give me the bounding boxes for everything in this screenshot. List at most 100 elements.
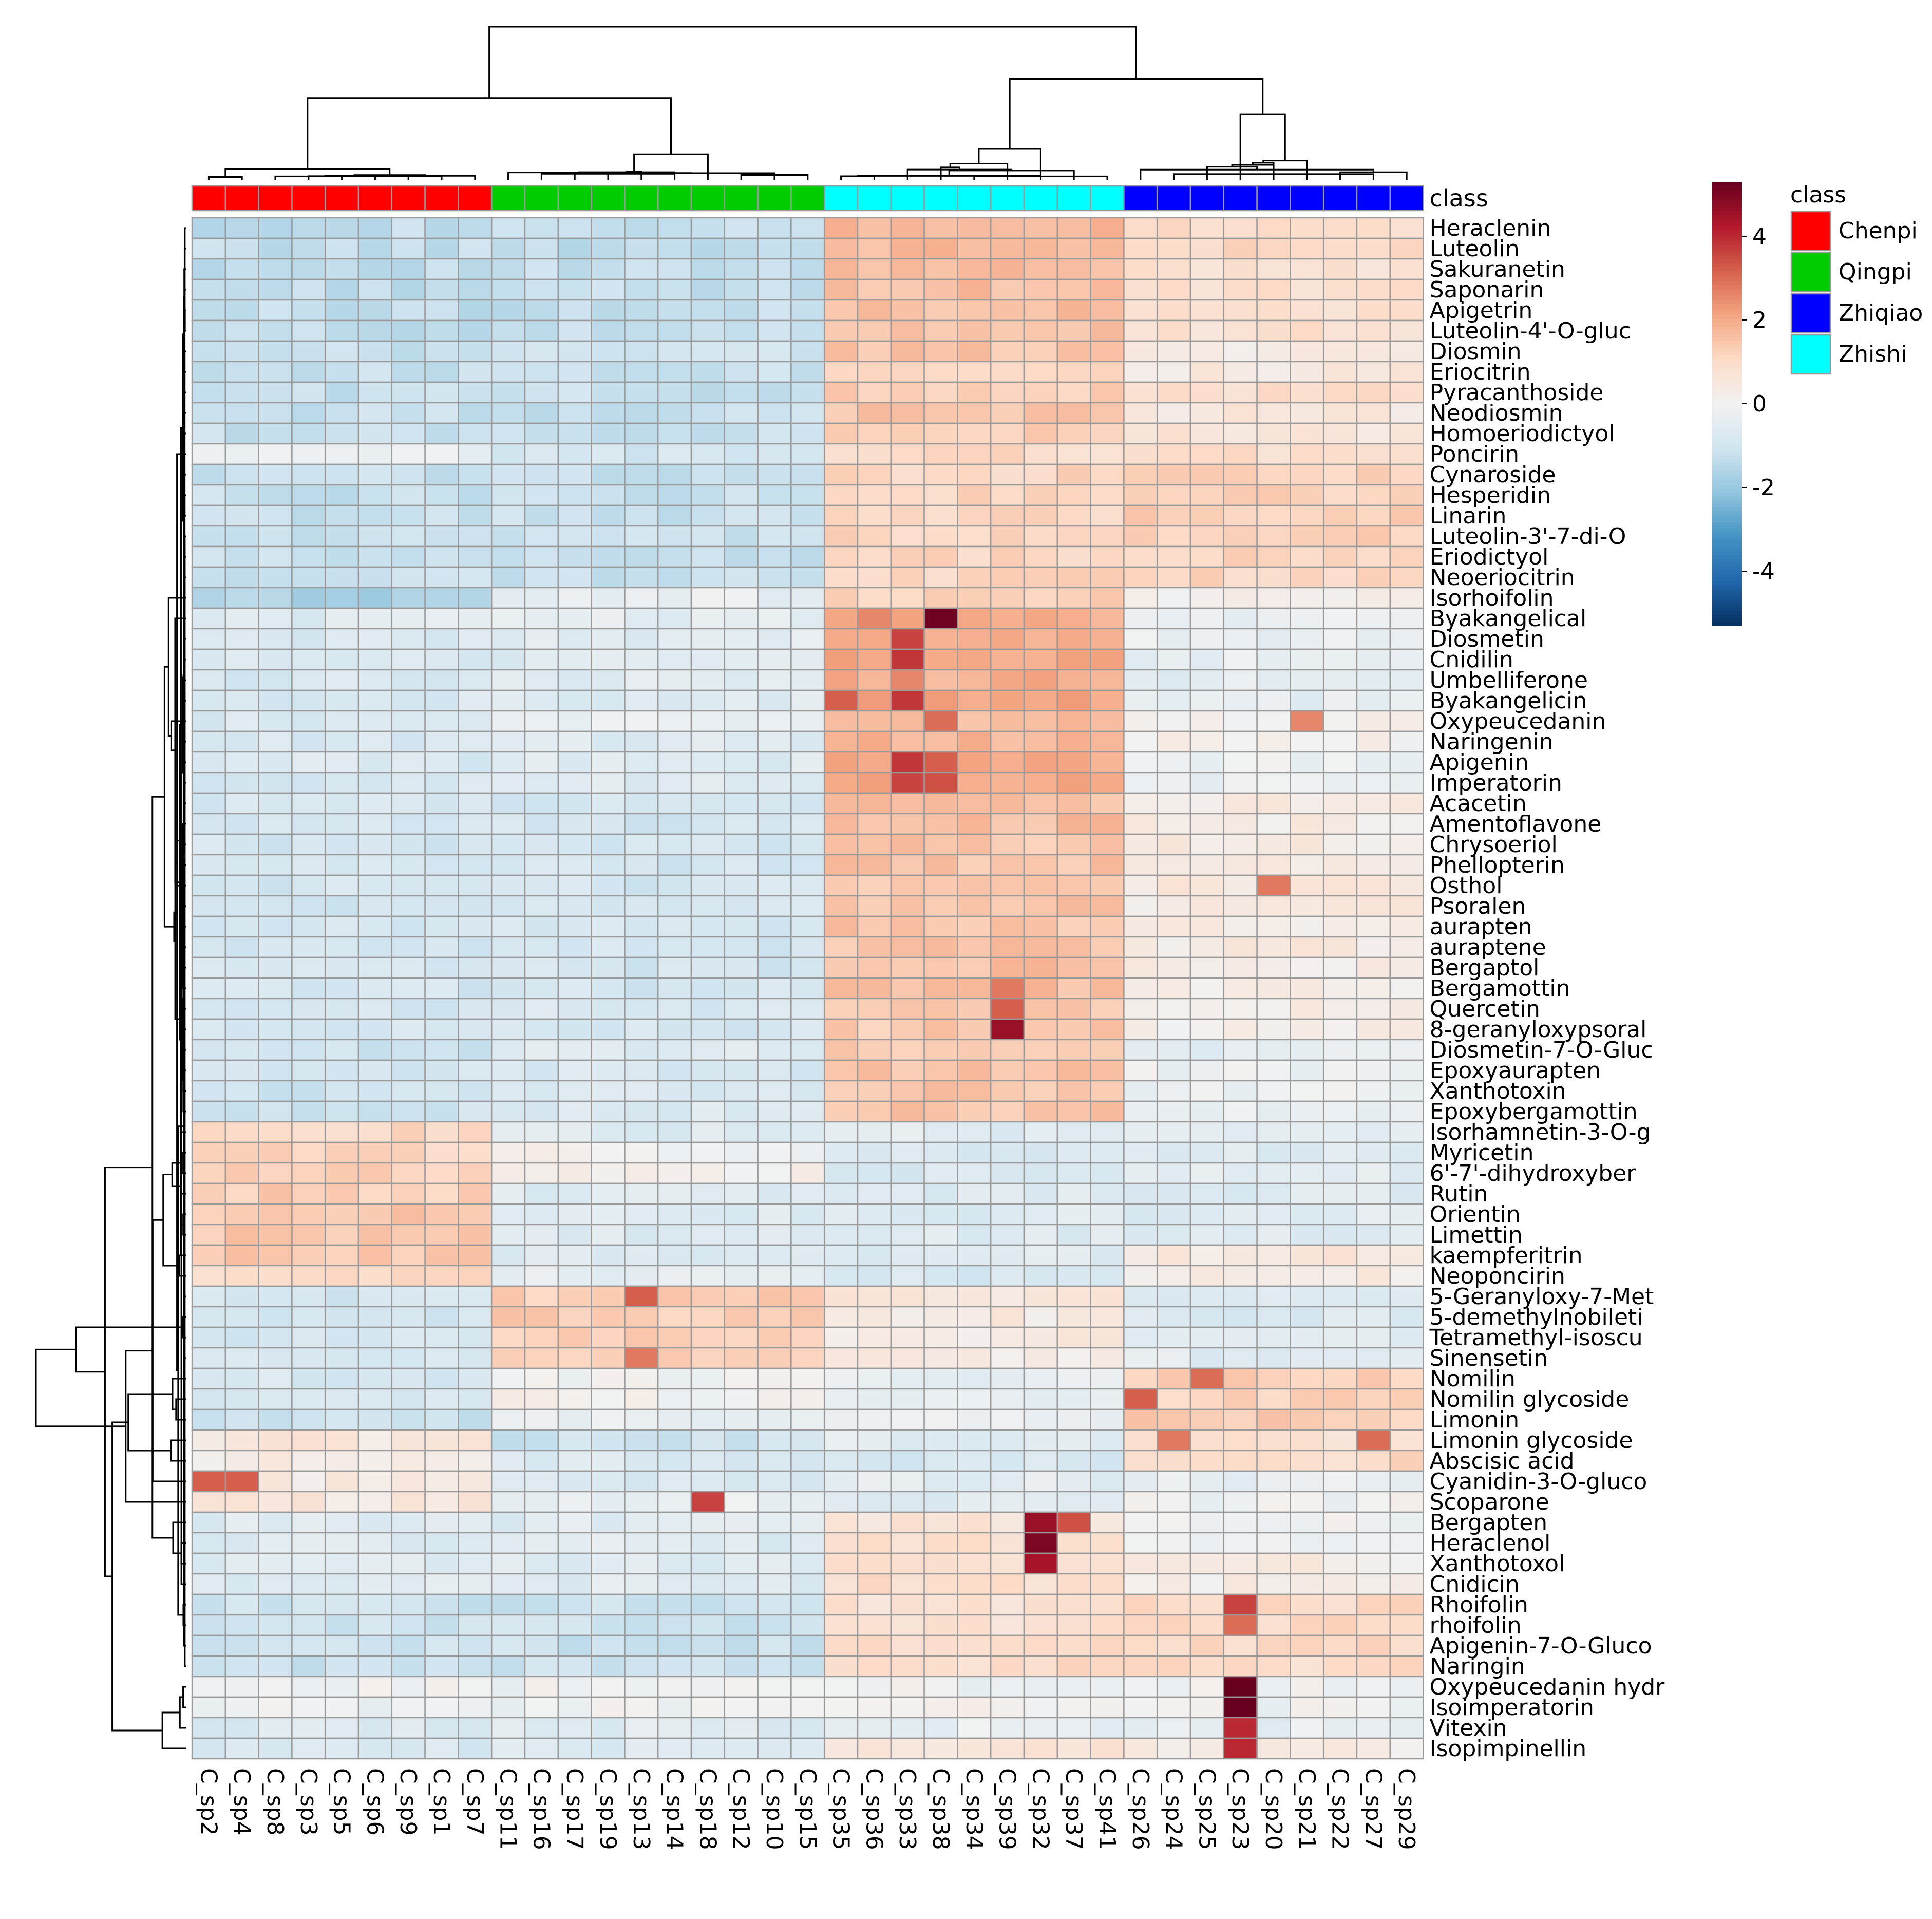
heatmap-cell	[1123, 463, 1158, 486]
heatmap-cell	[1356, 874, 1391, 897]
heatmap-cell	[857, 299, 892, 322]
heatmap-cell	[624, 710, 659, 732]
heatmap-cell	[690, 1593, 726, 1616]
heatmap-cell	[291, 977, 326, 1000]
heatmap-cell	[1123, 1306, 1158, 1328]
heatmap-cell	[324, 1634, 359, 1657]
heatmap-cell	[1322, 813, 1358, 835]
heatmap-cell	[424, 1696, 459, 1719]
column-label: C_sp17	[561, 1768, 588, 1850]
heatmap-cell	[458, 1347, 493, 1369]
colorbar-segment	[1712, 189, 1742, 194]
heatmap-cell	[591, 319, 626, 342]
heatmap-cell	[857, 895, 892, 917]
heatmap-cell	[458, 751, 493, 774]
heatmap-cell	[1056, 587, 1091, 609]
heatmap-cell	[1256, 1634, 1291, 1657]
heatmap-cell	[990, 1408, 1025, 1431]
heatmap-cell	[1023, 525, 1058, 548]
heatmap-cell	[1156, 484, 1191, 506]
heatmap-cell	[890, 1018, 925, 1041]
class-cell-chenpi	[291, 185, 326, 212]
heatmap-cell	[524, 792, 559, 815]
heatmap-cell	[757, 237, 792, 260]
heatmap-cell	[790, 1593, 825, 1616]
heatmap-cell	[624, 1552, 659, 1575]
heatmap-cell	[757, 566, 792, 589]
dendrogram-branch	[184, 350, 186, 907]
heatmap-cell	[957, 1285, 992, 1308]
heatmap-cell	[690, 545, 726, 568]
heatmap-cell	[1090, 217, 1125, 239]
heatmap-cell	[1256, 278, 1291, 301]
heatmap-cell	[790, 1470, 825, 1493]
heatmap-cell	[1389, 669, 1424, 691]
heatmap-cell	[1156, 772, 1191, 794]
heatmap-cell	[1223, 648, 1258, 671]
heatmap-cell	[258, 1100, 293, 1123]
heatmap-cell	[823, 1450, 859, 1472]
heatmap-cell	[458, 1470, 493, 1493]
heatmap-cell	[224, 710, 259, 732]
heatmap-cell	[1223, 525, 1258, 548]
heatmap-cell	[1223, 1593, 1258, 1616]
heatmap-cell	[1256, 854, 1291, 876]
heatmap-cell	[557, 1039, 592, 1061]
row-label: Scoparone	[1430, 1489, 1549, 1515]
heatmap-cell	[1356, 689, 1391, 712]
heatmap-cell	[1023, 1224, 1058, 1246]
heatmap-cell	[823, 545, 859, 568]
heatmap-cell	[957, 443, 992, 465]
heatmap-cell	[857, 422, 892, 445]
heatmap-cell	[1290, 1470, 1324, 1493]
heatmap-cell	[1322, 217, 1358, 239]
heatmap-cell	[1389, 237, 1424, 260]
heatmap-cell	[1356, 1059, 1391, 1082]
heatmap-cell	[757, 669, 792, 691]
heatmap-cell	[990, 628, 1025, 650]
heatmap-cell	[357, 1573, 393, 1595]
heatmap-cell	[1290, 915, 1324, 938]
heatmap-cell	[724, 1347, 759, 1369]
heatmap-cell	[1023, 1018, 1058, 1041]
colorbar-segment	[1712, 437, 1742, 441]
row-label: Linarin	[1430, 503, 1507, 529]
heatmap-cell	[757, 628, 792, 650]
heatmap-cell	[1322, 1326, 1358, 1349]
heatmap-cell	[591, 1470, 626, 1493]
heatmap-cell	[657, 689, 692, 712]
heatmap-cell	[458, 402, 493, 424]
heatmap-cell	[624, 422, 659, 445]
heatmap-cell	[557, 402, 592, 424]
heatmap-cell	[1023, 1141, 1058, 1164]
heatmap-cell	[258, 340, 293, 363]
heatmap-cell	[1056, 936, 1091, 958]
heatmap-cell	[458, 648, 493, 671]
heatmap-cell	[1090, 977, 1125, 1000]
heatmap-cell	[857, 340, 892, 363]
heatmap-cell	[591, 1450, 626, 1472]
heatmap-cell	[657, 484, 692, 506]
heatmap-cell	[591, 1634, 626, 1657]
heatmap-cell	[490, 1552, 526, 1575]
heatmap-cell	[1123, 1450, 1158, 1472]
heatmap-cell	[657, 1696, 692, 1719]
heatmap-cell	[557, 587, 592, 609]
heatmap-cell	[424, 1573, 459, 1595]
heatmap-cell	[258, 607, 293, 630]
heatmap-cell	[424, 689, 459, 712]
heatmap-cell	[790, 1614, 825, 1636]
heatmap-cell	[1290, 545, 1324, 568]
heatmap-cell	[1056, 402, 1091, 424]
heatmap-cell	[1023, 1737, 1058, 1760]
heatmap-cell	[324, 1080, 359, 1102]
colorbar-segment	[1712, 248, 1742, 253]
row-label: 6'-7'-dihydroxyber	[1430, 1160, 1637, 1187]
heatmap-cell	[490, 1244, 526, 1267]
heatmap-cell	[490, 299, 526, 322]
heatmap-cell	[391, 977, 426, 1000]
heatmap-cell	[890, 402, 925, 424]
heatmap-cell	[1090, 751, 1125, 774]
colorbar-segment	[1712, 622, 1742, 626]
